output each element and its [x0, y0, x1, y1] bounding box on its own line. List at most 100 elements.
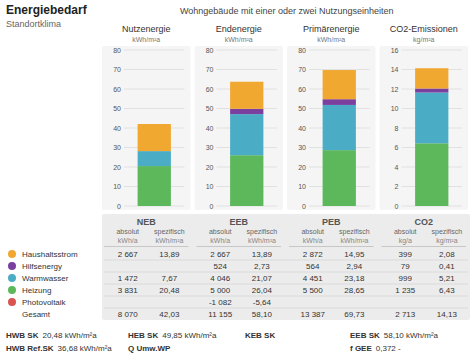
table-cell: 4 046 [210, 274, 231, 283]
tick-label: 60 [113, 86, 121, 93]
grid-line [124, 89, 185, 90]
tick-label: 40 [206, 125, 214, 132]
annotation: Wohngebäude mit einer oder zwei Nutzungs… [180, 6, 393, 16]
footer-label: HEB SK [128, 331, 158, 340]
tick-label: 40 [113, 125, 121, 132]
chart-unit: kWh/m²a [225, 36, 253, 43]
table-cell: 42,03 [159, 310, 180, 319]
table-cell: 399 [399, 250, 413, 259]
table-cell: 1 472 [118, 274, 139, 283]
table-cell: 524 [214, 262, 228, 271]
tick-label: 0 [117, 203, 121, 210]
column-unit: kWh/m²a [248, 237, 276, 244]
footer-item: HWB SK20,48 kWh/m²a [6, 331, 97, 340]
column-subheader: absolut [394, 228, 417, 235]
table-cell: 4 451 [303, 274, 324, 283]
bar-segment: Warmwasser [323, 105, 356, 150]
row-divider [104, 284, 468, 285]
tick-label: 50 [113, 105, 121, 112]
tick-label: 10 [298, 183, 306, 190]
tick-label: 60 [206, 86, 214, 93]
bar-chart: CO2-Emissionenkg/m²a0246810121416Heizung… [380, 24, 469, 210]
tick-label: 30 [298, 144, 306, 151]
grid-line [124, 108, 185, 109]
table-cell: -1 082 [209, 298, 232, 307]
grid-line [402, 50, 463, 51]
footer-label: KEB SK [245, 331, 275, 340]
bar-segment: Heizung [415, 143, 448, 206]
footer-value: 20,48 kWh/m²a [42, 331, 97, 340]
chart-unit: kg/m²a [413, 36, 435, 44]
legend-swatch [8, 250, 16, 258]
bar-chart: PrimärenergiekWh/m²a01020304050607080Hei… [287, 24, 376, 210]
row-label: Gesamt [22, 310, 51, 319]
bar-chart: EndenergiekWh/m²a01020304050607080Heizun… [195, 24, 284, 210]
footer-label: HWB SK [6, 331, 39, 340]
row-label: Haushaltsstrom [22, 250, 78, 259]
tick-label: 50 [298, 105, 306, 112]
tick-label: 20 [206, 164, 214, 171]
bar-segment: Haushaltsstrom [323, 70, 356, 99]
grid-line [217, 50, 278, 51]
column-subheader: spezifisch [154, 228, 185, 236]
column-header: CO2 [414, 217, 433, 227]
column-subheader: spezifisch [432, 228, 463, 236]
chart-unit: kWh/m²a [317, 36, 345, 43]
background [0, 0, 474, 358]
column-unit: kWh/a [303, 237, 323, 244]
column-unit: kg/a [399, 237, 412, 245]
row-divider [104, 308, 468, 309]
table-cell: -5,64 [253, 298, 272, 307]
tick-label: 70 [298, 66, 306, 73]
legend-swatch [8, 298, 16, 306]
tick-label: 20 [298, 164, 306, 171]
column-unit: kWh/a [118, 237, 138, 244]
tick-label: 80 [113, 47, 121, 54]
table-cell: 20,48 [159, 286, 180, 295]
legend-swatch [8, 274, 16, 282]
table-cell: 2 872 [303, 250, 324, 259]
row-divider [104, 272, 468, 273]
row-label: Hilfsenergy [22, 262, 62, 271]
table-cell: 11 155 [208, 310, 232, 319]
bar-segment: Heizung [323, 150, 356, 206]
table-background [102, 214, 470, 320]
tick-label: 0 [302, 203, 306, 210]
table-cell: 6,43 [439, 286, 455, 295]
tick-label: 0 [210, 203, 214, 210]
column-header: EEB [229, 217, 248, 227]
tick-label: 70 [206, 66, 214, 73]
table-cell: 2 667 [118, 250, 139, 259]
bar-segment: Heizung [138, 166, 171, 206]
column-header: NEB [137, 217, 157, 227]
bar-segment: Warmwasser [415, 93, 448, 144]
table-cell: 28,65 [344, 286, 365, 295]
column-subheader: absolut [209, 228, 232, 235]
panel [102, 46, 191, 210]
chart-root: EnergiebedarfStandortklimaWohngebäude mi… [0, 0, 474, 358]
table-cell: 8 070 [118, 310, 139, 319]
column-unit: kWh/m²a [340, 237, 368, 244]
bars: HeizungWarmwasserHilfsenergyHaushaltsstr… [415, 68, 448, 206]
bar-segment: Hilfsenergy [323, 99, 356, 105]
table-cell: 0,41 [439, 262, 455, 271]
tick-label: 30 [113, 144, 121, 151]
table-cell: 1 235 [395, 286, 416, 295]
table-cell: 7,67 [162, 274, 178, 283]
column-subheader: spezifisch [339, 228, 370, 236]
tick-label: 60 [298, 86, 306, 93]
title: Energiebedarf [6, 3, 88, 17]
row-divider [104, 260, 468, 261]
tick-label: 4 [395, 164, 399, 171]
footer-label: EEB SK [350, 331, 380, 340]
bars: HeizungWarmwasserHilfsenergyHaushaltsstr… [323, 70, 356, 206]
column-header: PEB [322, 217, 341, 227]
table-cell: 2 667 [210, 250, 231, 259]
footer-item: EEB SK58,10 kWh/m²a [350, 331, 439, 340]
grid-line [124, 69, 185, 70]
table-cell: 3 831 [118, 286, 139, 295]
table-cell: 21,07 [252, 274, 273, 283]
chart-title: Primärenergie [303, 24, 360, 34]
footer-value: 36,68 kWh/m²a [58, 344, 113, 353]
panel [195, 46, 284, 210]
